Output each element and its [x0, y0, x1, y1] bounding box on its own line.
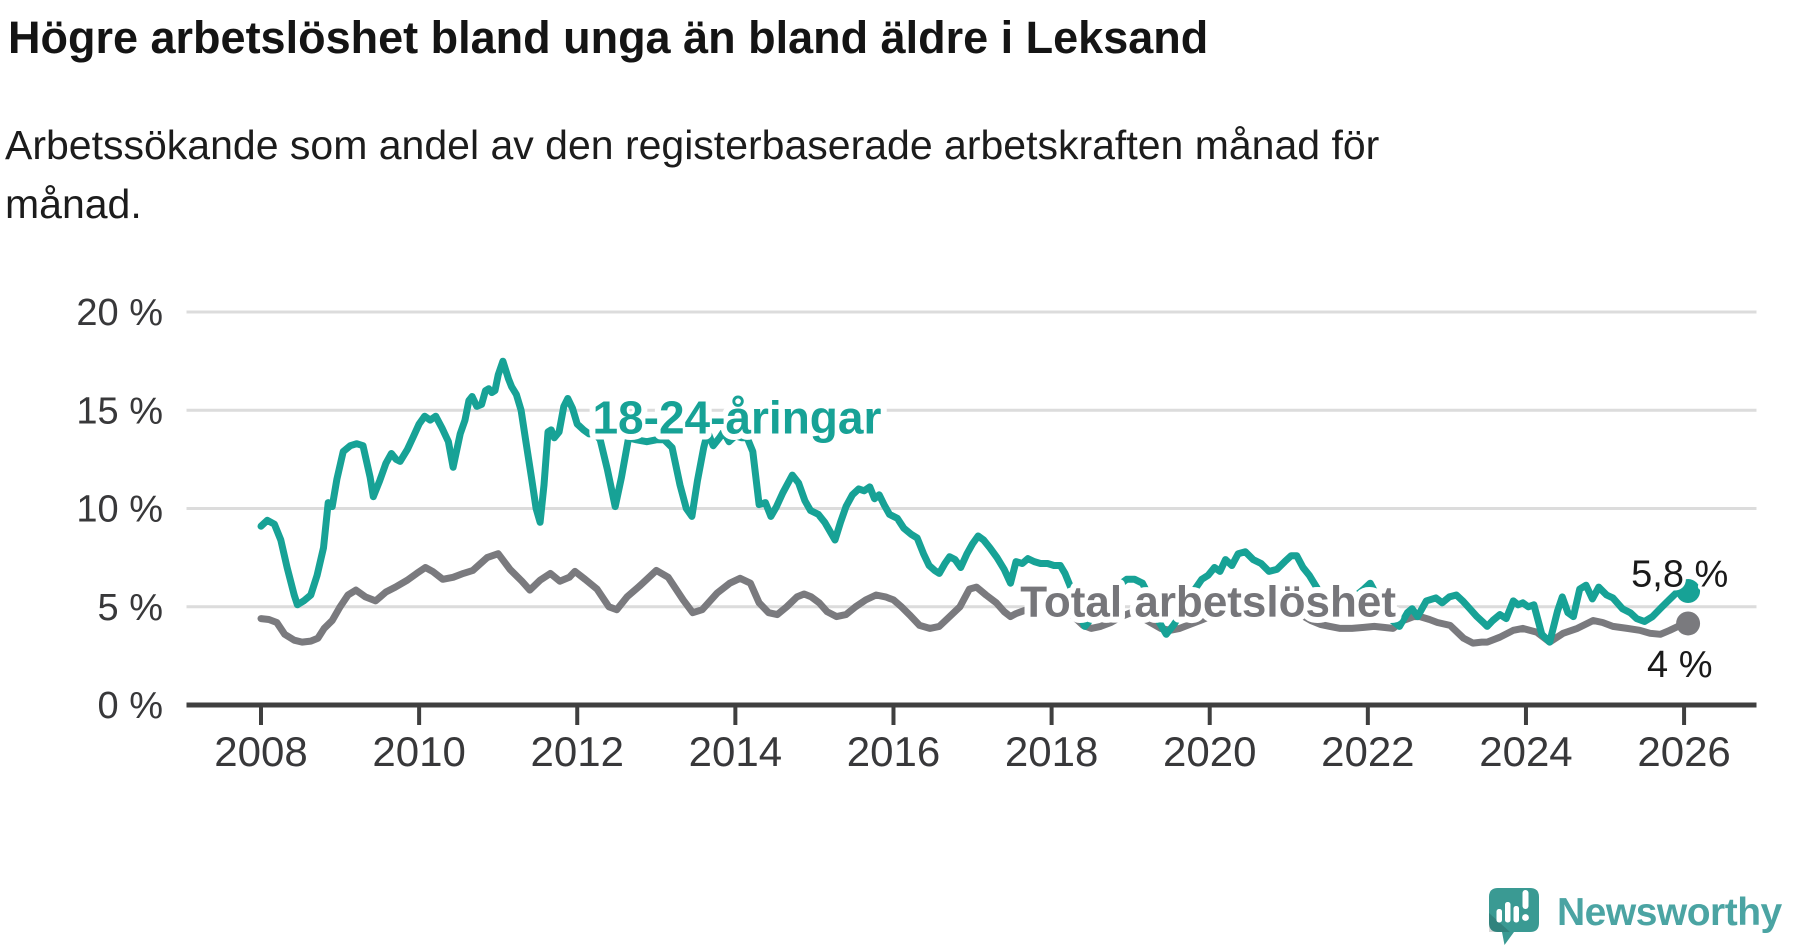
y-tick-label-0: 0 %	[98, 685, 163, 727]
y-tick-label-15: 15 %	[76, 390, 163, 432]
x-tick-label-2024: 2024	[1479, 728, 1572, 775]
x-tick-label-2020: 2020	[1163, 728, 1256, 775]
series-line-youth	[257, 357, 1688, 646]
series-end-dot-total	[1676, 611, 1701, 636]
x-tick-label-2022: 2022	[1321, 728, 1414, 775]
y-tick-label-10: 10 %	[76, 489, 163, 531]
x-tick-label-2018: 2018	[1005, 728, 1098, 775]
x-tick-label-2026: 2026	[1637, 728, 1730, 775]
x-tick-label-2012: 2012	[531, 728, 624, 775]
series-label-total: Total arbetslöshet	[1020, 577, 1396, 626]
x-tick-label-2014: 2014	[689, 728, 782, 775]
series-end-dot-youth	[1676, 579, 1701, 604]
end-value-youth: 5,8 %	[1631, 554, 1728, 596]
x-tick-label-2010: 2010	[372, 728, 465, 775]
x-tick-label-2016: 2016	[847, 728, 940, 775]
x-tick-label-2008: 2008	[214, 728, 307, 775]
y-tick-label-5: 5 %	[98, 587, 163, 629]
chart-subtitle: Arbetssökande som andel av den registerb…	[5, 122, 1380, 227]
y-tick-label-20: 20 %	[76, 292, 163, 334]
series-line-total	[257, 550, 1688, 647]
series-label-youth: 18-24-åringar	[592, 391, 881, 443]
page-title: Högre arbetslöshet bland unga än bland ä…	[8, 12, 1209, 63]
end-value-total: 4 %	[1647, 644, 1712, 686]
